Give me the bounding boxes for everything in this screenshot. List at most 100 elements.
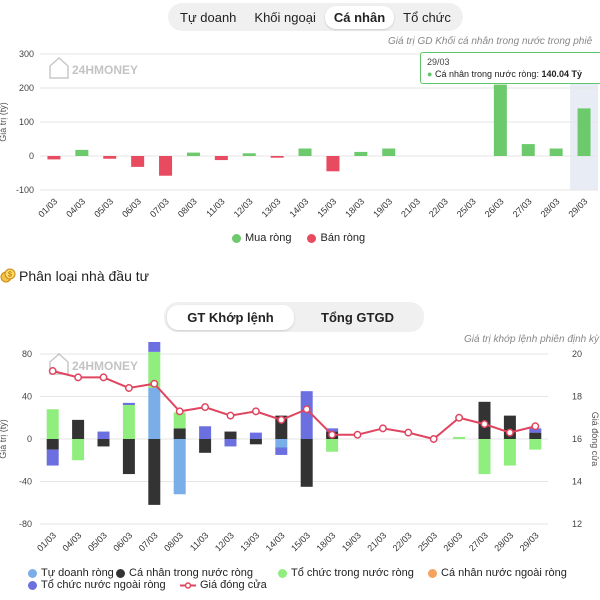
bar-t-ch-c-n-c-ngo-i-r-ng-01/03[interactable]: [46, 449, 59, 466]
close-price-point-04/03[interactable]: [74, 373, 83, 382]
bar-26/03[interactable]: [493, 84, 507, 156]
bar-29/03[interactable]: [577, 108, 591, 156]
bar-t-ch-c-trong-n-c-r-ng-08/03[interactable]: [173, 412, 186, 429]
bar-t-doanh-r-ng-08/03[interactable]: [173, 439, 186, 495]
bar-t-ch-c-trong-n-c-r-ng-28/03[interactable]: [503, 439, 516, 466]
close-price-point-07/03[interactable]: [150, 379, 159, 388]
x-tick-label: 28/03: [492, 530, 515, 553]
close-price-point-12/03[interactable]: [226, 411, 235, 420]
close-price-point-14/03[interactable]: [277, 415, 286, 424]
bar-t-ch-c-n-c-ngo-i-r-ng-07/03[interactable]: [148, 342, 161, 352]
bar-t-ch-c-trong-n-c-r-ng-27/03[interactable]: [478, 439, 491, 475]
bar-06/03[interactable]: [131, 156, 145, 167]
bar-27/03[interactable]: [521, 144, 535, 156]
legend-item-1[interactable]: Bán ròng: [307, 232, 365, 244]
close-price-point-21/03[interactable]: [378, 424, 387, 433]
legend-item-t-ch-c-n-c-ngo-i-r-ng[interactable]: Tổ chức nước ngoài ròng: [28, 579, 166, 591]
bar-t-ch-c-trong-n-c-r-ng-06/03[interactable]: [122, 405, 135, 439]
close-price-point-19/03[interactable]: [353, 430, 362, 439]
close-price-point-06/03[interactable]: [124, 384, 133, 392]
bar-t-ch-c-trong-n-c-r-ng-04/03[interactable]: [72, 439, 85, 461]
legend-item-gi-ng-c-a[interactable]: Giá đóng cửa: [180, 579, 267, 591]
investor-breakdown-chart: 80 40 0 -40 -80 20 18 16 14 12 Giá trị (tỷ) Giá đón…: [0, 342, 600, 553]
bar-04/03[interactable]: [75, 149, 89, 156]
bar-05/03[interactable]: [103, 156, 117, 159]
bar-c-nh-n-trong-n-c-r-ng-13/03[interactable]: [249, 439, 262, 445]
coins-icon: $: [0, 268, 16, 283]
close-price-point-13/03[interactable]: [251, 407, 260, 416]
bar-t-ch-c-n-c-ngo-i-r-ng-13/03[interactable]: [249, 432, 262, 439]
x-tick-label: 27/03: [511, 196, 534, 219]
close-price-point-15/03[interactable]: [302, 405, 311, 414]
bar-18/03[interactable]: [354, 151, 368, 156]
bar-07/03[interactable]: [159, 156, 173, 176]
bar-c-nh-n-trong-n-c-r-ng-05/03[interactable]: [97, 439, 110, 447]
bar-11/03[interactable]: [214, 156, 228, 161]
bar-c-nh-n-trong-n-c-r-ng-04/03[interactable]: [72, 419, 85, 439]
bar-14/03[interactable]: [298, 148, 312, 156]
bar-t-ch-c-n-c-ngo-i-r-ng-14/03[interactable]: [275, 447, 288, 455]
bar-c-nh-n-trong-n-c-r-ng-12/03[interactable]: [224, 431, 237, 439]
bar-c-nh-n-trong-n-c-r-ng-01/03[interactable]: [46, 439, 59, 450]
tab-investor-2[interactable]: Cá nhân: [324, 5, 395, 29]
close-price-point-18/03[interactable]: [328, 430, 337, 439]
bar-t-ch-c-trong-n-c-r-ng-26/03[interactable]: [453, 436, 466, 439]
bar-t-doanh-r-ng-14/03[interactable]: [275, 439, 288, 448]
close-price-point-11/03[interactable]: [201, 403, 210, 412]
tab-investor-1[interactable]: Khối ngoại: [254, 9, 316, 25]
x-tick-label: 11/03: [188, 530, 211, 553]
bar-t-ch-c-n-c-ngo-i-r-ng-18/03[interactable]: [326, 428, 339, 432]
bar-c-nh-n-trong-n-c-r-ng-07/03[interactable]: [148, 439, 161, 505]
legend-label: Giá đóng cửa: [200, 579, 267, 591]
bar-t-ch-c-n-c-ngo-i-r-ng-29/03[interactable]: [529, 428, 542, 433]
bar-t-ch-c-trong-n-c-r-ng-01/03[interactable]: [46, 409, 59, 439]
x-tick-label: 14/03: [287, 196, 310, 219]
bar-c-nh-n-trong-n-c-r-ng-06/03[interactable]: [122, 439, 135, 475]
legend-item-c-nh-n-trong-n-c-r-ng[interactable]: Cá nhân trong nước ròng: [116, 567, 253, 579]
legend-dot: [307, 233, 317, 243]
tab-value-1[interactable]: Tổng GTGD: [321, 309, 394, 325]
bar-08/03[interactable]: [186, 152, 200, 156]
legend-item-t-doanh-r-ng[interactable]: Tự doanh ròng: [28, 567, 114, 579]
close-price-point-05/03[interactable]: [99, 373, 108, 382]
bar-t-doanh-r-ng-07/03[interactable]: [148, 388, 161, 439]
x-tick-label: 18/03: [315, 530, 338, 553]
tooltip-value: 140.04 Tỷ: [541, 69, 582, 79]
tab-value-0[interactable]: GT Khớp lệnh: [167, 304, 294, 330]
bar-t-ch-c-n-c-ngo-i-r-ng-05/03[interactable]: [97, 431, 110, 439]
bar-15/03[interactable]: [326, 156, 340, 172]
close-price-point-22/03[interactable]: [404, 428, 413, 437]
bar-t-ch-c-n-c-ngo-i-r-ng-12/03[interactable]: [224, 439, 237, 447]
close-price-point-08/03[interactable]: [175, 407, 184, 416]
close-price-point-29/03[interactable]: [531, 422, 540, 431]
close-price-point-25/03[interactable]: [429, 435, 438, 443]
legend-dot: [116, 568, 125, 578]
bar-c-nh-n-trong-n-c-r-ng-15/03[interactable]: [300, 439, 313, 487]
close-price-point-01/03[interactable]: [48, 367, 57, 375]
bar-28/03[interactable]: [549, 148, 563, 156]
bar-t-ch-c-n-c-ngo-i-r-ng-06/03[interactable]: [122, 402, 135, 405]
tab-investor-3[interactable]: Tổ chức: [403, 9, 451, 25]
legend-item-t-ch-c-trong-n-c-r-ng[interactable]: Tổ chức trong nước ròng: [278, 567, 414, 579]
close-price-point-28/03[interactable]: [505, 428, 514, 437]
bar-t-ch-c-n-c-ngo-i-r-ng-11/03[interactable]: [199, 426, 212, 439]
bar-t-ch-c-n-c-ngo-i-r-ng-15/03[interactable]: [300, 391, 313, 439]
watermark-logo: 24HMONEY: [49, 56, 138, 79]
bar-t-ch-c-trong-n-c-r-ng-18/03[interactable]: [326, 439, 339, 452]
legend-item-c-nh-n-n-c-ngo-i-r-ng[interactable]: Cá nhân nước ngoài ròng: [428, 567, 567, 579]
bar-12/03[interactable]: [242, 153, 256, 156]
bar-19/03[interactable]: [382, 148, 396, 156]
bar-01/03[interactable]: [47, 156, 61, 160]
legend-item-0[interactable]: Mua ròng: [232, 232, 291, 244]
y-tick-label: -40: [19, 477, 32, 487]
x-tick-label: 14/03: [264, 530, 287, 553]
close-price-point-26/03[interactable]: [455, 413, 464, 422]
bar-c-nh-n-trong-n-c-r-ng-11/03[interactable]: [199, 439, 212, 453]
bar-c-nh-n-trong-n-c-r-ng-29/03[interactable]: [529, 432, 542, 439]
bar-t-ch-c-trong-n-c-r-ng-07/03[interactable]: [148, 351, 161, 388]
close-price-point-27/03[interactable]: [480, 420, 489, 429]
bar-t-ch-c-trong-n-c-r-ng-29/03[interactable]: [529, 439, 542, 450]
tab-investor-0[interactable]: Tự doanh: [180, 9, 237, 25]
bar-c-nh-n-trong-n-c-r-ng-08/03[interactable]: [173, 428, 186, 439]
bar-13/03[interactable]: [270, 156, 284, 158]
